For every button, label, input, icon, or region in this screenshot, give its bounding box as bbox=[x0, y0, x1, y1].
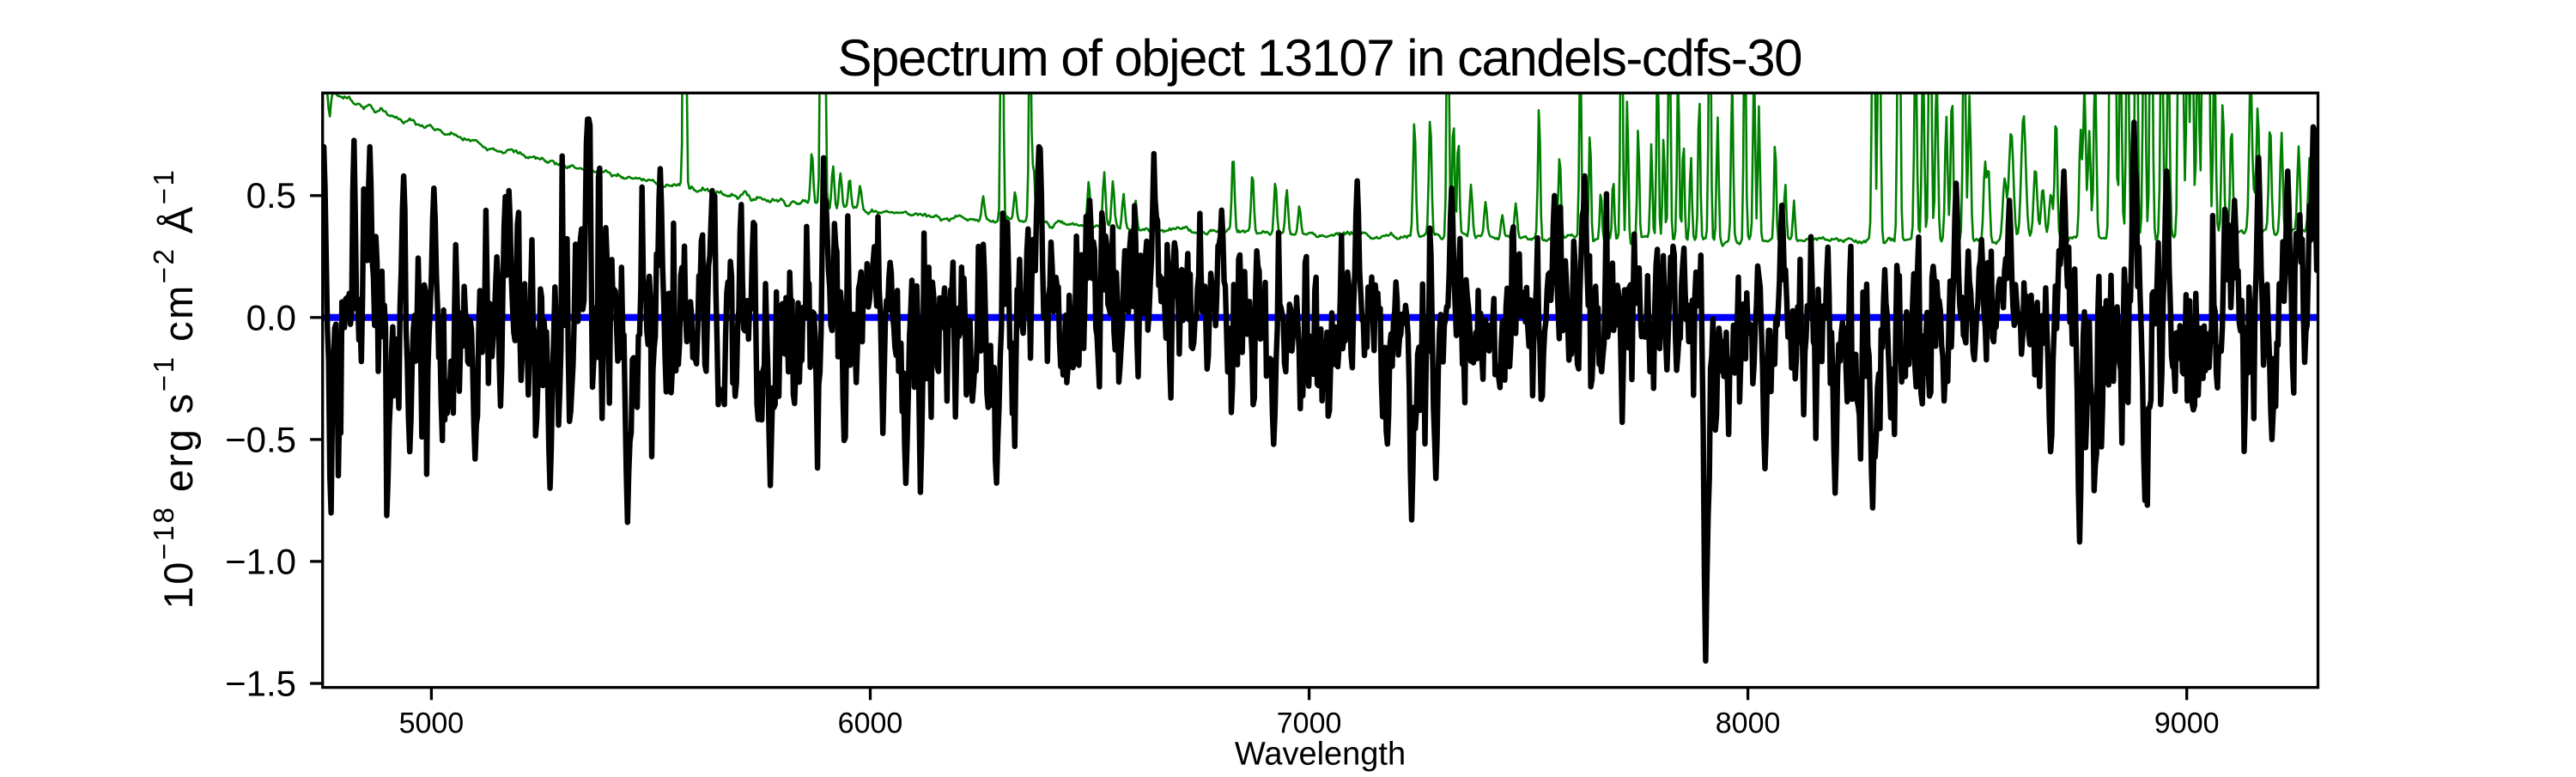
svg-text:−1.5: −1.5 bbox=[225, 664, 296, 704]
svg-text:8000: 8000 bbox=[1716, 707, 1781, 740]
svg-text:7000: 7000 bbox=[1277, 707, 1342, 740]
svg-text:−0.5: −0.5 bbox=[225, 419, 296, 459]
svg-text:0.0: 0.0 bbox=[246, 297, 296, 337]
svg-text:10−18 erg s−1 cm−2 Å−1: 10−18 erg s−1 cm−2 Å−1 bbox=[148, 168, 201, 610]
svg-text:5000: 5000 bbox=[399, 707, 465, 740]
svg-text:6000: 6000 bbox=[838, 707, 903, 740]
svg-text:−1.0: −1.0 bbox=[225, 541, 296, 581]
svg-text:Wavelength: Wavelength bbox=[1235, 737, 1406, 773]
svg-text:0.5: 0.5 bbox=[246, 175, 296, 215]
svg-text:9000: 9000 bbox=[2154, 707, 2220, 740]
svg-text:Spectrum of object 13107 in ca: Spectrum of object 13107 in candels-cdfs… bbox=[838, 29, 1803, 87]
